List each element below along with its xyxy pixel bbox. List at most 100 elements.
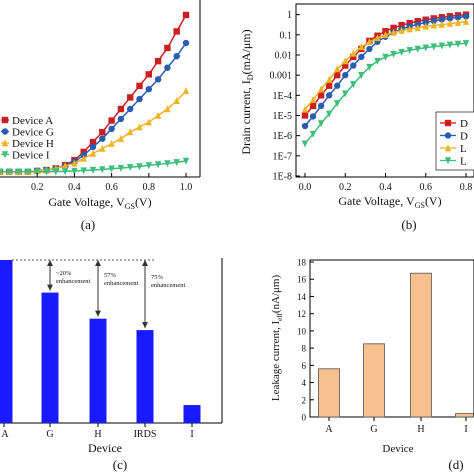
panel-b-point-device-i [438, 42, 446, 50]
panel-b-point-device-g [358, 53, 365, 61]
panel-d-y-tick-label: 2 [302, 395, 307, 405]
panel-c-bar-irds [136, 330, 154, 423]
panel-b-point-device-g [430, 17, 437, 25]
panel-b-point-device-a [398, 21, 405, 29]
panel-a-point-device-i [52, 168, 59, 176]
panel-a-x-tick-label: 1.0 [180, 182, 193, 193]
panel-d-y-tick-label: 10 [297, 326, 307, 336]
panel-b-x-tick-label: 0.2 [339, 182, 352, 193]
panel-b-y-label: Drain current, ID(mA/μm) [239, 29, 255, 154]
panel-c-arrow-head [142, 322, 148, 329]
panel-a-legend-label: Device A [12, 115, 53, 127]
panel-b-legend-label: L [460, 156, 467, 168]
panel-c-bar-i [183, 405, 201, 423]
panel-b-y-tick-label: 0.1 [280, 30, 293, 41]
panel-d-x-tick-label: G [370, 424, 377, 435]
panel-b-legend-marker [444, 119, 452, 127]
panel-a-point-device-a [136, 82, 143, 90]
panel-b-point-device-i [414, 45, 421, 53]
panel-b-series-device-h [301, 17, 470, 113]
panel-a-point-device-h [154, 111, 162, 119]
panel-a-x-tick-label: 0.8 [143, 182, 156, 193]
panel-b-point-device-a [350, 53, 357, 61]
panel-c-x-tick-label: A [1, 429, 9, 440]
panel-b-point-device-g [301, 122, 309, 130]
panel-a-point-device-i [80, 167, 87, 175]
panel-c-bar-g [41, 292, 59, 423]
panel-b-point-device-i [350, 81, 357, 89]
panel-a-point-device-a [117, 105, 125, 113]
panel-a-point-device-a [154, 57, 162, 65]
panel-a-point-device-h [99, 144, 106, 152]
panel-a-point-device-h [61, 162, 69, 170]
panel-a-legend-label: Device I [12, 150, 50, 162]
panel-c-x-tick-label: IRDS [134, 429, 157, 440]
panel-a-point-device-a [89, 138, 97, 146]
panel-a-point-device-i [61, 168, 69, 176]
panel-a-point-device-i [6, 168, 13, 176]
panel-b-point-device-h [325, 75, 333, 83]
panel-c-annotations: ~20% enhancement 57% enhancement 75% enhancem… [12, 259, 185, 329]
panel-b-point-device-h [374, 34, 381, 42]
panel-d-plot-frame [309, 259, 474, 418]
panel-a-point-device-i [136, 163, 143, 171]
panel-d-x-tick-label: I [464, 424, 467, 435]
panel-b-point-device-a [317, 92, 325, 99]
panel-a-series-device-i [0, 157, 190, 176]
panel-a-point-device-i [164, 160, 171, 168]
panel-c-x-tick-label: H [94, 429, 101, 440]
panel-d-y-label: Leakage current, Ieff(nA/μm) [270, 275, 284, 402]
panel-a-point-device-h [108, 139, 115, 147]
panel-b-legend-label: D [460, 118, 468, 130]
panel-a-point-device-g [99, 135, 106, 142]
panel-b-point-device-i [462, 40, 470, 48]
panel-c-x-ticks: A G H IRDS I [1, 423, 194, 440]
panel-b-point-device-a [390, 24, 397, 32]
panel-d-bar-g [363, 343, 385, 418]
panel-b-point-device-i [406, 47, 413, 55]
panel-b-series-device-g [301, 13, 470, 130]
panel-a-legend-label: Device G [12, 127, 54, 139]
panel-d-bar-h [410, 272, 432, 418]
panel-d-tag: (d) [448, 457, 463, 472]
panel-a-point-device-i [99, 166, 106, 174]
panel-c-bars [0, 260, 201, 423]
panel-b-y-tick-label: 1 [287, 10, 292, 21]
panel-b-y-tick-label: 0.01 [275, 50, 293, 61]
panel-b-point-device-g [438, 16, 446, 23]
panel-a-point-device-g [173, 53, 180, 60]
panel-b-point-device-g [366, 45, 373, 53]
panel-a-point-device-a [108, 117, 115, 124]
panel-b-point-device-h [301, 105, 309, 113]
panel-b-point-device-i [358, 71, 365, 79]
panel-a-point-device-h [71, 159, 78, 167]
panel-b-y-tick-label: 0.001 [270, 71, 293, 82]
panel-a-point-device-a [164, 44, 171, 52]
panel-b-point-device-h [398, 26, 405, 34]
panel-a-point-device-g [164, 64, 171, 71]
panel-d-bars [318, 272, 474, 418]
panel-a-point-device-g [108, 125, 115, 132]
panel-b-legend-label: D [460, 131, 468, 143]
panel-b-point-device-h [390, 28, 397, 36]
panel-a-point-device-g [89, 143, 97, 151]
panel-b-point-device-g [422, 19, 429, 26]
panel-a-point-device-a [99, 128, 106, 136]
panel-a-point-device-i [117, 164, 125, 172]
panel-a-point-device-a [127, 94, 134, 101]
panel-b-point-device-h [446, 19, 454, 27]
panel-a-point-device-h [80, 154, 87, 162]
panel-b-point-device-i [446, 41, 454, 49]
panel-c-arrow-head [95, 260, 101, 266]
panel-b-point-device-h [350, 49, 357, 57]
panel-d-y-tick-label: 18 [297, 258, 307, 268]
panel-b-y-tick-label: 1E-8 [273, 172, 292, 183]
panel-c-annotation-label: 75% enhancement [151, 274, 185, 289]
panel-a-x-ticks: 0.2 0.4 0.6 0.8 1.0 [31, 173, 192, 193]
panel-c-tag: (c) [113, 457, 127, 472]
panel-c-arrow-head [47, 284, 53, 291]
panel-b-series [301, 11, 470, 148]
panel-b-point-device-i [366, 63, 373, 71]
